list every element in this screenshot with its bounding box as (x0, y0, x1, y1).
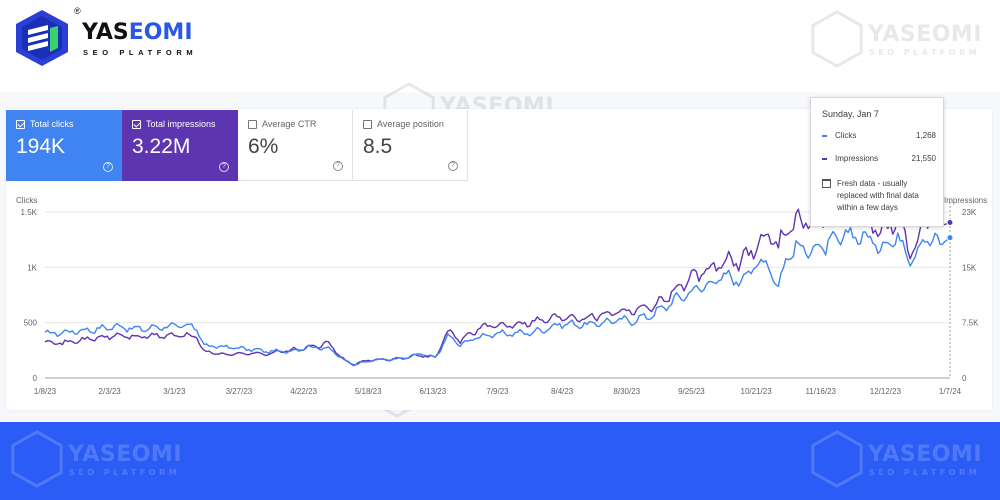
tooltip-value: 1,268 (915, 131, 936, 140)
help-icon[interactable]: ? (103, 162, 113, 172)
x-tick-label: 10/21/23 (741, 387, 773, 396)
x-tick-label: 11/16/23 (805, 387, 836, 396)
chart-tooltip: Sunday, Jan 7 Clicks 1,268 Impressions 2… (810, 97, 944, 227)
brand-name: YASEOMI (82, 20, 193, 45)
right-tick-label: 7.5K (962, 319, 979, 328)
tooltip-label: Clicks (835, 131, 857, 140)
help-icon[interactable]: ? (333, 161, 343, 171)
performance-chart[interactable]: Clicks Impressions 0 500 1K 1.5K 0 7.5K 15K 23K… (0, 190, 1000, 405)
metric-label: Total clicks (30, 119, 74, 129)
left-tick-label: 500 (24, 319, 38, 328)
right-tick-label: 0 (962, 374, 967, 383)
fresh-data-text: Fresh data - usually replaced with final… (837, 179, 919, 212)
metric-value: 194K (16, 135, 66, 158)
brand-tagline: SEO PLATFORM (83, 48, 198, 57)
x-tick-label: 3/27/23 (226, 387, 253, 396)
tooltip-row-clicks: Clicks 1,268 (822, 131, 936, 140)
left-tick-label: 0 (33, 374, 38, 383)
x-tick-label: 4/22/23 (290, 387, 317, 396)
x-tick-label: 3/1/23 (163, 387, 186, 396)
right-tick-label: 15K (962, 263, 977, 272)
footer-band (0, 422, 1000, 500)
metric-card-total-clicks[interactable]: Total clicks 194K ? (6, 110, 122, 181)
metric-label: Average position (377, 119, 444, 129)
tooltip-date: Sunday, Jan 7 (822, 109, 879, 119)
calendar-icon (822, 179, 831, 188)
help-icon[interactable]: ? (219, 162, 229, 172)
tooltip-row-impressions: Impressions 21,550 (822, 154, 936, 163)
x-tick-label: 1/7/24 (939, 387, 962, 396)
metric-card-average-position[interactable]: Average position 8.5 ? (353, 110, 468, 181)
metric-value: 6% (248, 135, 279, 158)
impressions-legend-icon (822, 157, 827, 160)
x-tick-label: 1/8/23 (34, 387, 57, 396)
metric-label: Average CTR (262, 119, 317, 129)
checkbox-checked-icon[interactable] (16, 119, 25, 129)
metric-card-total-impressions[interactable]: Total impressions 3.22M ? (122, 110, 238, 181)
x-tick-label: 5/18/23 (355, 387, 382, 396)
tooltip-value: 21,550 (911, 154, 936, 163)
checkbox-icon[interactable] (363, 119, 372, 129)
x-tick-label: 8/4/23 (551, 387, 574, 396)
x-tick-label: 6/13/23 (420, 387, 447, 396)
metric-card-average-ctr[interactable]: Average CTR 6% ? (238, 110, 353, 181)
left-axis-title: Clicks (16, 196, 38, 205)
fresh-data-note: Fresh data - usually replaced with final… (822, 178, 940, 214)
tooltip-label: Impressions (835, 154, 879, 163)
brand-logo: ® YASEOMI SEO PLATFORM (12, 6, 202, 68)
right-tick-label: 23K (962, 208, 977, 217)
metric-label: Total impressions (146, 119, 216, 129)
logo-hex-icon (16, 10, 68, 66)
x-tick-label: 7/9/23 (486, 387, 509, 396)
clicks-series-line (44, 226, 951, 367)
clicks-highlight-point (946, 234, 954, 242)
checkbox-checked-icon[interactable] (132, 119, 141, 129)
x-tick-label: 8/30/23 (613, 387, 640, 396)
metric-value: 3.22M (132, 135, 191, 158)
left-tick-label: 1K (27, 263, 37, 272)
checkbox-icon[interactable] (248, 119, 257, 129)
left-tick-label: 1.5K (21, 208, 38, 217)
x-tick-label: 2/3/23 (99, 387, 122, 396)
x-tick-label: 12/12/23 (870, 387, 902, 396)
impressions-series-line (44, 204, 951, 366)
right-axis-title: Impressions (944, 196, 988, 205)
x-tick-label: 9/25/23 (678, 387, 705, 396)
registered-mark: ® (74, 6, 81, 16)
metric-value: 8.5 (363, 135, 393, 158)
help-icon[interactable]: ? (448, 161, 458, 171)
clicks-legend-icon (822, 134, 827, 137)
chart-plot[interactable]: 0 500 1K 1.5K 0 7.5K 15K 23K 1/8/23 2/3/23 3/1/23 3… (0, 190, 1000, 405)
impressions-highlight-point (946, 218, 954, 226)
